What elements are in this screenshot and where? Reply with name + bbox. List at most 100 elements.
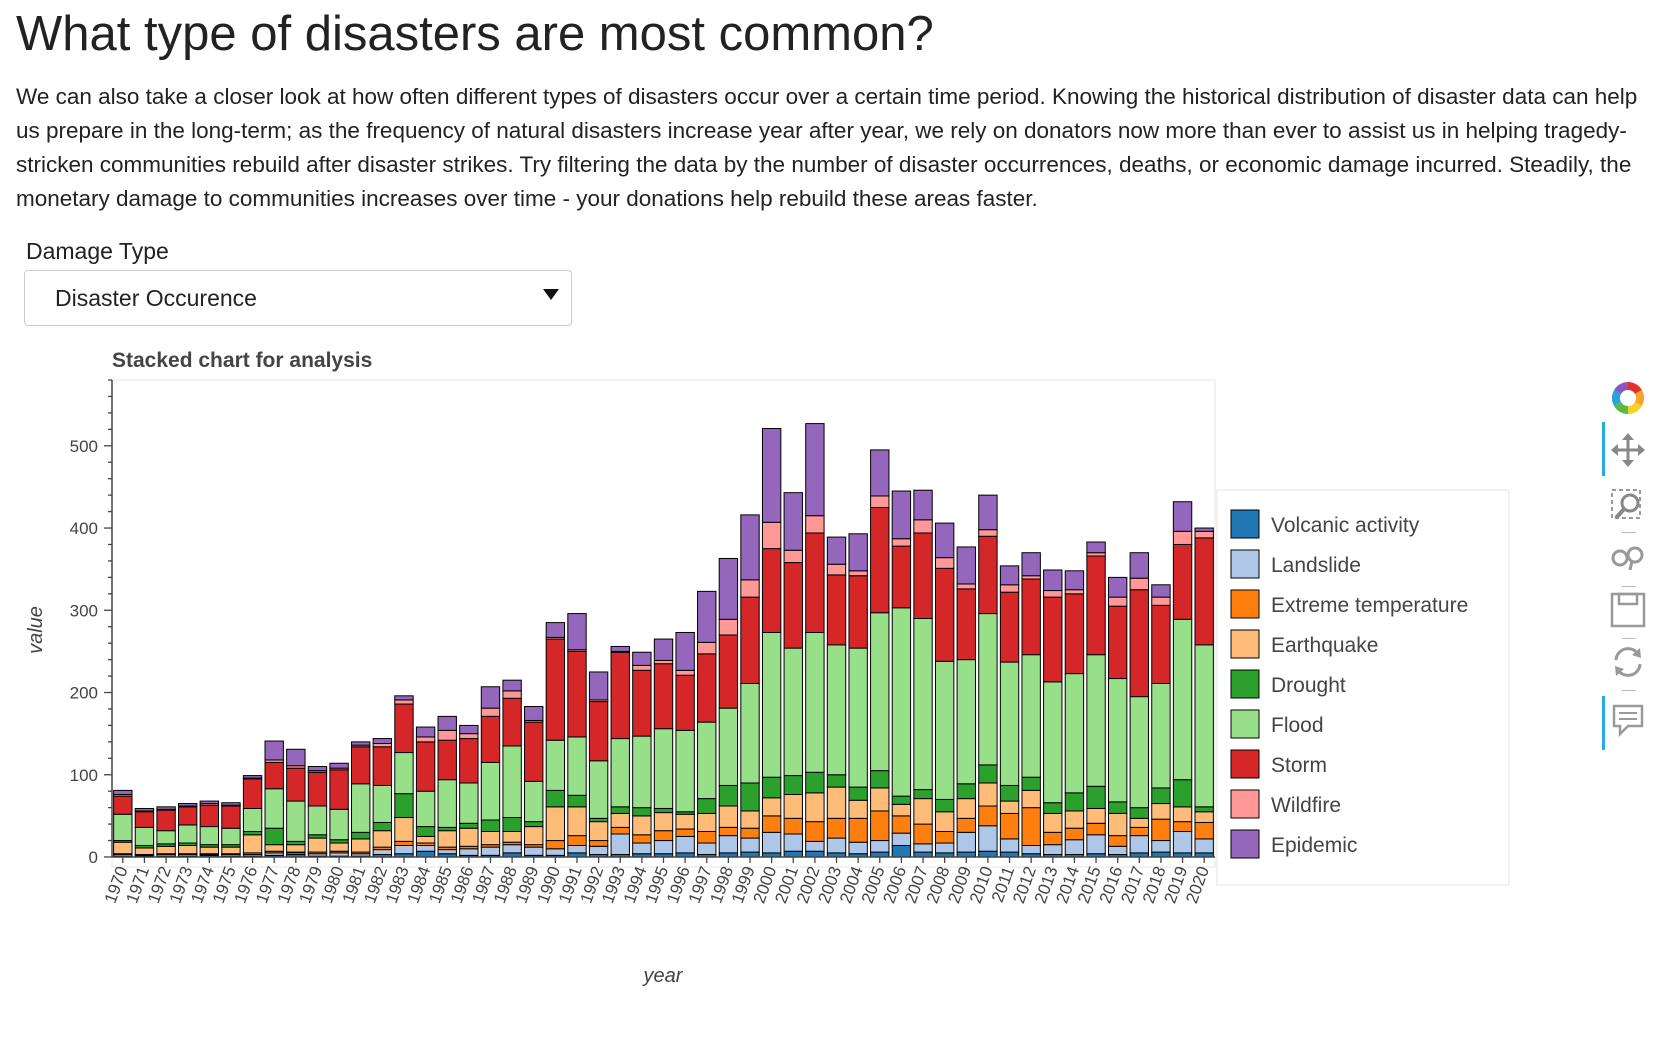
bar-segment-extreme-temperature: [1151, 818, 1171, 842]
bar-segment-epidemic: [156, 806, 176, 810]
bar-segment-epidemic: [870, 449, 890, 497]
bar-segment-epidemic: [1107, 576, 1128, 598]
bar-segment-earthquake: [740, 810, 760, 829]
bar-segment-storm: [242, 778, 263, 809]
bar-segment-drought: [415, 826, 436, 837]
bar-segment-wildfire: [934, 557, 955, 569]
bar-segment-landslide: [891, 832, 912, 846]
bar-segment-extreme-temperature: [978, 805, 998, 827]
bar-segment-landslide: [978, 825, 998, 852]
bar-segment-flood: [978, 613, 998, 766]
bar-segment-earthquake: [1194, 811, 1214, 823]
bar-segment-epidemic: [1086, 541, 1106, 554]
bar-segment-earthquake: [134, 847, 155, 856]
bar-segment-epidemic: [805, 423, 825, 517]
bar-segment-earthquake: [1086, 807, 1106, 824]
bar-segment-landslide: [1172, 831, 1193, 854]
damage-type-label: Damage Type: [26, 238, 169, 264]
bar-segment-storm: [675, 674, 695, 731]
bar-segment-epidemic: [740, 514, 760, 581]
bar-segment-epidemic: [394, 695, 414, 701]
bar-segment-flood: [372, 784, 393, 823]
bar-segment-earthquake: [999, 800, 1020, 814]
bar-segment-landslide: [415, 844, 436, 852]
bar-segment-volcanic-activity: [891, 844, 912, 858]
legend-swatch: [1230, 669, 1260, 699]
bar-segment-epidemic: [913, 489, 933, 521]
bar-segment-volcanic-activity: [805, 850, 825, 858]
bar-segment-drought: [1086, 785, 1106, 809]
bar-segment-storm: [286, 767, 306, 802]
bar-segment-wildfire: [437, 729, 457, 741]
legend-swatch: [1230, 789, 1260, 819]
bar-segment-storm: [156, 809, 176, 832]
bar-segment-drought: [1107, 801, 1128, 814]
bar-segment-earthquake: [264, 844, 284, 852]
bar-segment-flood: [307, 805, 328, 836]
bar-segment-flood: [221, 827, 241, 846]
bar-segment-drought: [545, 789, 566, 808]
chevron-down-icon[interactable]: [543, 289, 559, 300]
bar-segment-landslide: [480, 846, 501, 856]
bar-segment-drought: [891, 795, 912, 805]
bar-segment-extreme-temperature: [891, 815, 912, 834]
toolbar-separator: [1622, 638, 1636, 639]
bar-segment-drought: [502, 817, 522, 832]
bar-segment-wildfire: [394, 699, 414, 705]
bar-segment-earthquake: [156, 845, 176, 855]
bokeh-logo-icon[interactable]: [1608, 378, 1648, 418]
bar-segment-drought: [1172, 779, 1193, 808]
bar-segment-earthquake: [718, 805, 739, 828]
bar-segment-flood: [524, 780, 544, 823]
legend-swatch: [1230, 629, 1260, 659]
wheel-zoom-icon[interactable]: [1608, 538, 1648, 578]
bar-segment-extreme-temperature: [545, 840, 566, 850]
bar-segment-extreme-temperature: [1021, 807, 1041, 846]
bar-segment-earthquake: [1043, 812, 1063, 833]
pan-icon[interactable]: [1608, 430, 1648, 470]
bar-segment-landslide: [1043, 844, 1063, 856]
bar-segment-earthquake: [113, 841, 133, 855]
bar-segment-landslide: [459, 848, 479, 856]
bar-segment-drought: [480, 819, 501, 832]
bar-segment-flood: [934, 660, 955, 800]
bar-segment-drought: [1043, 802, 1063, 814]
bar-segment-earthquake: [978, 782, 998, 807]
bar-segment-flood: [156, 830, 176, 845]
bar-segment-wildfire: [415, 736, 436, 743]
reset-icon[interactable]: [1608, 642, 1648, 682]
bar-segment-storm: [805, 532, 825, 633]
damage-type-select[interactable]: Disaster Occurence: [24, 270, 572, 326]
bar-segment-earthquake: [415, 835, 436, 844]
bar-segment-storm: [134, 811, 155, 828]
bar-segment-drought: [826, 774, 847, 788]
bar-segment-drought: [848, 786, 868, 801]
chart-toolbar: [1602, 381, 1660, 770]
legend-label: Earthquake: [1271, 634, 1378, 657]
save-icon[interactable]: [1608, 590, 1648, 630]
bar-segment-earthquake: [178, 844, 198, 855]
bar-segment-storm: [221, 805, 241, 829]
bar-segment-epidemic: [1194, 527, 1214, 532]
bar-segment-extreme-temperature: [653, 830, 674, 842]
bar-segment-landslide: [783, 833, 803, 852]
bar-segment-earthquake: [372, 830, 393, 848]
bar-segment-landslide: [848, 841, 868, 855]
bar-segment-earthquake: [286, 844, 306, 853]
bar-segment-wildfire: [480, 707, 501, 717]
bar-segment-storm: [178, 806, 198, 826]
bar-segment-epidemic: [956, 546, 976, 585]
bar-segment-storm: [1107, 605, 1128, 680]
hover-icon[interactable]: [1608, 700, 1648, 740]
bar-segment-earthquake: [567, 806, 587, 837]
bar-segment-flood: [1064, 673, 1085, 794]
x-axis-label: year: [642, 965, 684, 987]
bar-segment-landslide: [870, 840, 890, 853]
box-zoom-icon[interactable]: [1608, 486, 1648, 526]
bar-segment-landslide: [761, 831, 782, 854]
bar-segment-landslide: [740, 837, 760, 853]
bar-segment-drought: [978, 764, 998, 784]
bar-segment-flood: [264, 788, 284, 829]
bar-segment-storm: [999, 591, 1020, 663]
bar-segment-landslide: [632, 842, 652, 855]
